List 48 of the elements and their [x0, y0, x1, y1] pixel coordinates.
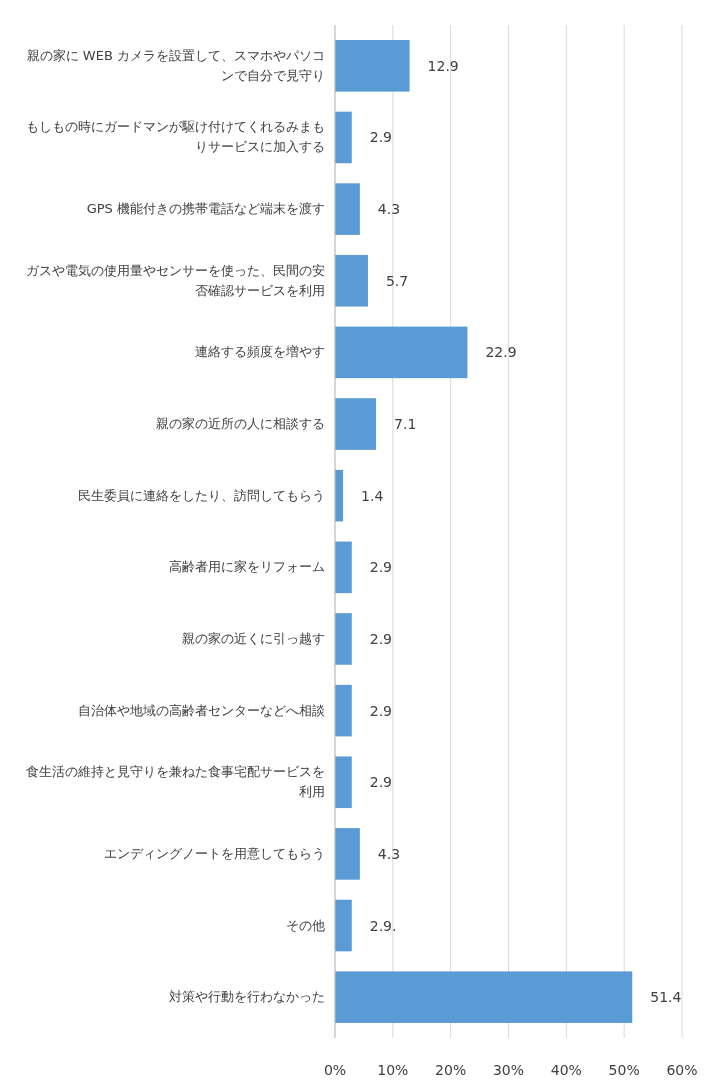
y-tick-label: もしもの時にガードマンが駆け付けてくれるみまもりサービスに加入する: [25, 118, 325, 157]
data-label: 2.9: [369, 774, 393, 791]
y-tick-label: 自治体や地域の高齢者センターなどへ相談: [77, 701, 325, 720]
data-label: 51.4: [650, 989, 682, 1006]
x-tick-label: 50%: [608, 1062, 640, 1078]
data-label: 2.9: [369, 630, 393, 647]
data-label: 5.7: [385, 272, 409, 289]
bar: [335, 613, 352, 665]
bar: [335, 541, 352, 594]
data-label: 2.9: [369, 702, 393, 719]
bar: [335, 756, 352, 809]
bar: [335, 899, 352, 952]
y-tick-label: エンディングノートを用意してもらう: [103, 844, 325, 863]
x-tick-label: 30%: [492, 1062, 525, 1078]
bar: [335, 398, 377, 450]
data-label: 2.9.: [369, 917, 397, 934]
y-tick-label: 親の家の近所の人に相談する: [155, 415, 325, 434]
x-tick-label: 20%: [435, 1062, 467, 1078]
y-tick-label: 親の家に WEB カメラを設置して、スマホやパソコンで自分で見守り: [25, 46, 325, 85]
y-tick-label: 高齢者用に家をリフォーム: [168, 558, 325, 577]
bar: [335, 326, 468, 379]
y-tick-label: GPS 機能付きの携帯電話など端末を渡す: [85, 200, 325, 219]
data-label: 2.9: [369, 559, 393, 576]
data-label: 4.3: [377, 845, 401, 862]
bar: [335, 971, 633, 1023]
y-tick-label: 対策や行動を行わなかった: [168, 988, 325, 1007]
data-label: 1.4: [361, 487, 384, 504]
bar: [335, 684, 352, 737]
bar: [335, 40, 410, 92]
y-tick-label: 連絡する頻度を増やす: [194, 343, 325, 362]
bar: [335, 254, 368, 307]
data-label: 12.9: [427, 57, 459, 74]
x-tick-label: 40%: [550, 1062, 582, 1078]
bar: [335, 183, 360, 235]
y-tick-label: ガスや電気の使用量やセンサーを使った、民間の安否確認サービスを利用: [25, 261, 325, 300]
data-label: 22.9: [485, 344, 517, 361]
data-label: 7.1: [394, 416, 417, 433]
x-tick-label: 10%: [377, 1062, 409, 1078]
x-tick-label: 0%: [323, 1062, 347, 1078]
bar: [335, 111, 352, 164]
data-label: 2.9: [369, 129, 393, 146]
bar: [335, 828, 360, 880]
data-label: 4.3: [377, 201, 401, 218]
y-tick-label: 親の家の近くに引っ越す: [181, 629, 325, 648]
y-tick-label: 食生活の維持と見守りを兼ねた食事宅配サービスを利用: [25, 763, 325, 802]
x-tick-label: 60%: [666, 1062, 698, 1078]
y-tick-label: 民生委員に連絡をしたり、訪問してもらう: [77, 486, 325, 505]
y-tick-label: その他: [285, 916, 325, 935]
